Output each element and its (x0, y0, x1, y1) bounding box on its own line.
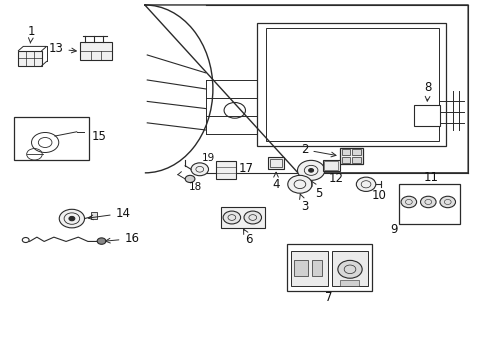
Bar (352, 157, 361, 163)
Text: 11: 11 (423, 171, 438, 184)
Bar (415, 111, 422, 115)
Bar (430, 116, 437, 120)
Text: 2: 2 (300, 143, 335, 157)
Bar (331, 251, 367, 287)
Circle shape (308, 168, 313, 172)
Text: 17: 17 (238, 162, 253, 175)
Text: 7: 7 (325, 291, 332, 304)
Bar (423, 111, 429, 115)
Bar (322, 160, 339, 171)
Circle shape (400, 196, 416, 208)
Bar (430, 120, 437, 124)
Bar (415, 107, 422, 111)
Text: 12: 12 (328, 172, 343, 185)
Circle shape (69, 216, 75, 221)
Text: 14: 14 (88, 207, 130, 220)
Bar (80, 42, 112, 60)
Bar (216, 161, 235, 179)
Text: 5: 5 (311, 181, 322, 200)
Bar (352, 149, 361, 156)
Circle shape (223, 211, 240, 224)
Text: 10: 10 (371, 189, 386, 202)
Circle shape (244, 211, 261, 224)
Bar (430, 107, 437, 111)
Circle shape (297, 160, 324, 180)
Bar (341, 157, 350, 163)
Bar (423, 107, 429, 111)
Text: 19: 19 (202, 153, 215, 163)
Bar (293, 260, 307, 276)
Text: 13: 13 (48, 42, 76, 55)
Bar (221, 207, 264, 228)
Bar (415, 116, 422, 120)
Text: 3: 3 (299, 194, 307, 213)
Circle shape (439, 196, 455, 208)
Bar (19, 51, 41, 66)
Bar (415, 120, 422, 124)
Circle shape (420, 196, 435, 208)
Circle shape (97, 238, 106, 244)
Bar (339, 148, 363, 164)
Text: 16: 16 (105, 232, 139, 245)
Bar (14, 117, 89, 160)
Bar (311, 260, 322, 276)
Text: 8: 8 (424, 81, 431, 101)
Bar (266, 28, 438, 141)
Bar (398, 184, 459, 224)
Bar (339, 280, 359, 286)
Circle shape (356, 177, 375, 192)
Bar (270, 158, 282, 167)
Circle shape (337, 260, 362, 278)
Bar (341, 149, 350, 156)
Text: 6: 6 (243, 229, 252, 246)
Bar (423, 120, 429, 124)
Bar (423, 116, 429, 120)
Bar (256, 23, 446, 146)
Circle shape (191, 163, 208, 176)
Text: 18: 18 (189, 183, 202, 192)
Text: 9: 9 (389, 222, 397, 235)
Bar (91, 212, 97, 219)
Bar (290, 251, 327, 287)
Bar (287, 244, 372, 291)
Text: 4: 4 (272, 172, 279, 191)
Bar (324, 161, 337, 170)
Bar (268, 157, 284, 168)
Text: 15: 15 (91, 130, 106, 143)
Bar (413, 105, 440, 126)
Circle shape (59, 209, 84, 228)
Text: 1: 1 (28, 24, 35, 43)
Bar (430, 111, 437, 115)
Circle shape (287, 175, 311, 193)
Circle shape (185, 175, 195, 183)
